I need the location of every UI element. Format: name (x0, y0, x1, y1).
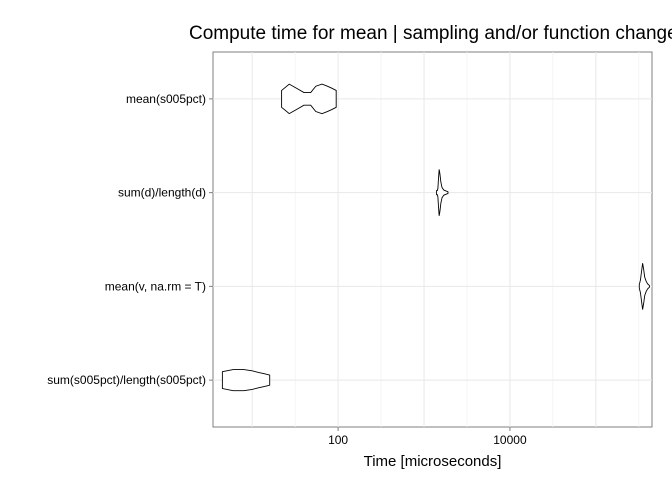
violin-3 (221, 369, 271, 392)
y-tick-label: sum(d)/length(d) (118, 186, 206, 200)
y-tick-label: mean(v, na.rm = T) (105, 279, 206, 293)
x-tick-label: 100 (328, 433, 348, 447)
violin-1 (436, 169, 449, 216)
y-axis: mean(s005pct) sum(d)/length(d) mean(v, na.… (47, 92, 213, 387)
y-tick-label: mean(s005pct) (126, 92, 206, 106)
x-axis: 100 10000 (328, 427, 527, 447)
x-tick-label: 10000 (493, 433, 527, 447)
x-axis-label: Time [microseconds] (364, 453, 502, 470)
violin-2 (638, 263, 650, 310)
chart-title: Compute time for mean | sampling and/or … (189, 23, 672, 44)
violin-0 (281, 83, 337, 115)
y-tick-label: sum(s005pct)/length(s005pct) (47, 373, 206, 387)
plot-panel (212, 51, 653, 428)
violins (221, 83, 650, 392)
